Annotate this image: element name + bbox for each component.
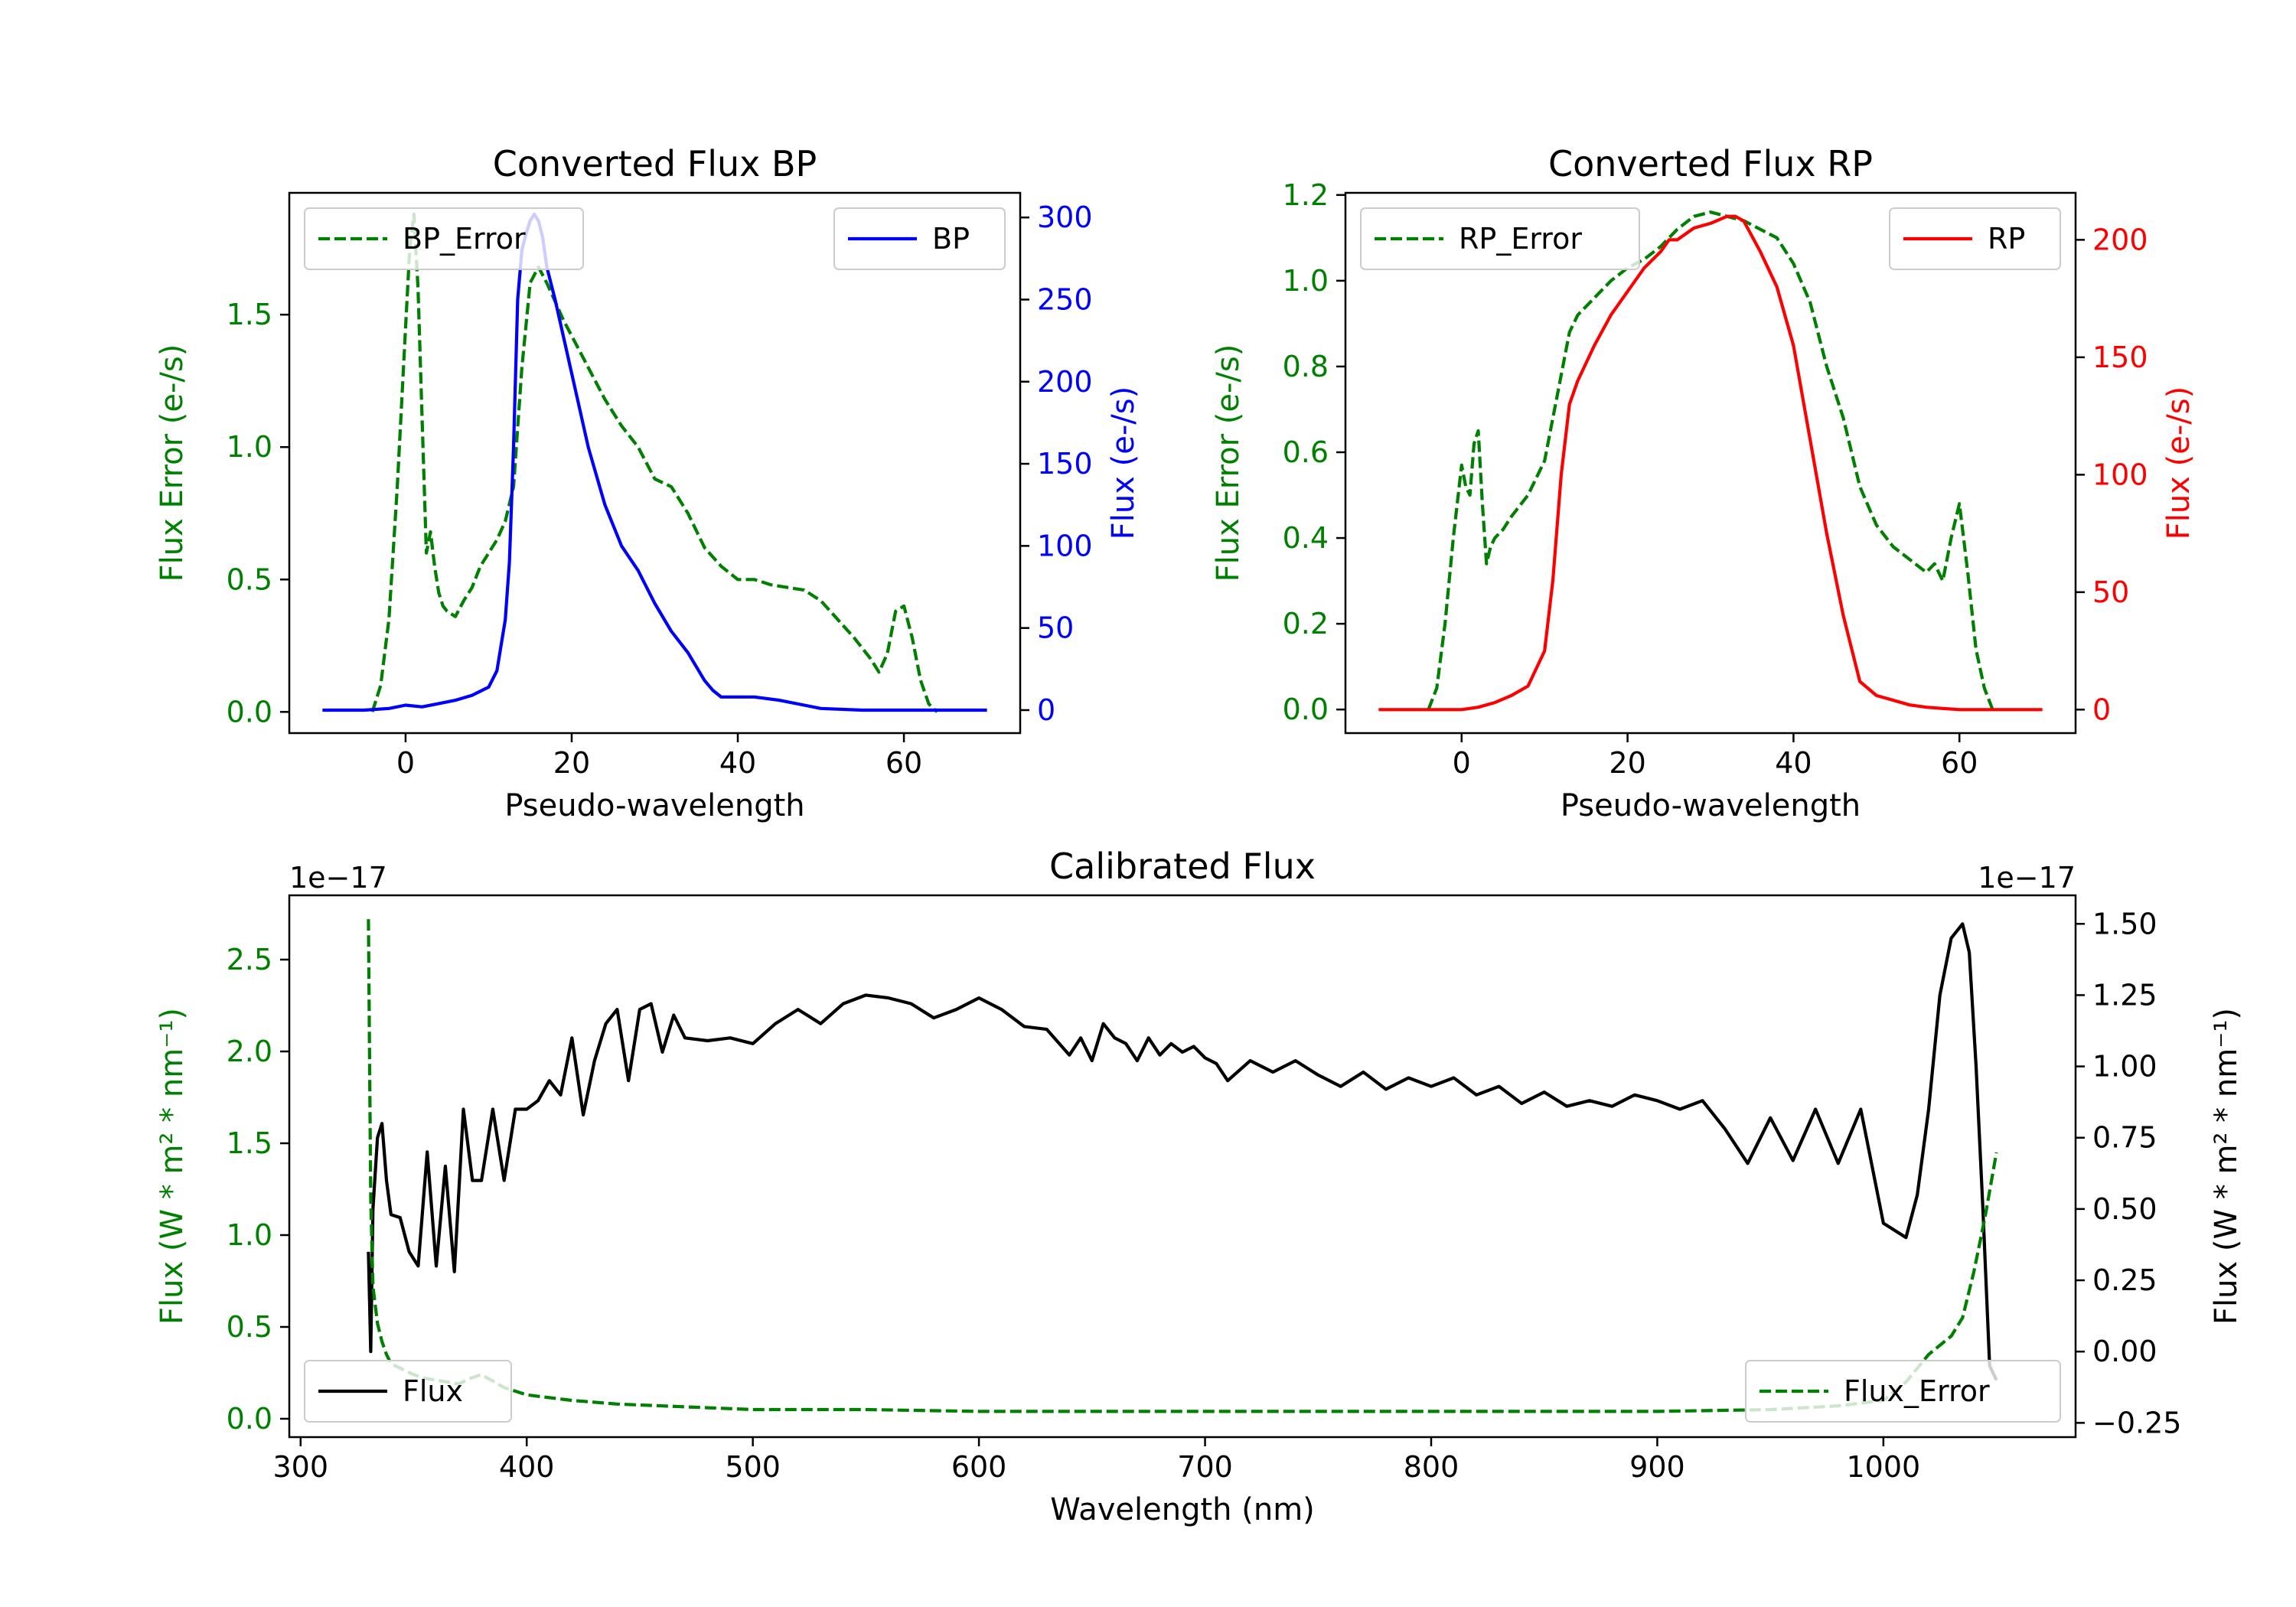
left-axis-label: Flux Error (e-/s) [155,344,190,582]
right-tick-label: 200 [2092,223,2148,256]
x-axis-label: Pseudo-wavelength [504,788,804,823]
x-tick-label: 400 [499,1450,555,1484]
right-axis-offset: 1e−17 [1978,861,2076,895]
right-tick-label: 100 [1037,529,1093,562]
chart-rp: Converted Flux RP 0 20 40 60 Pseudo-wavelengt… [1211,143,2197,823]
legend-label: RP [1988,222,2025,256]
x-tick-label: 700 [1177,1450,1233,1484]
left-axis-offset: 1e−17 [289,861,387,895]
right-axis-label: Flux (e-/s) [2161,386,2197,539]
right-tick-label: −0.25 [2092,1406,2181,1439]
left-tick-label: 0.8 [1283,350,1329,383]
x-tick-label: 0 [396,746,415,780]
left-tick-label: 1.0 [227,1218,272,1252]
left-tick-label: 0.0 [1283,693,1329,726]
left-tick-label: 0.5 [227,1310,272,1344]
x-tick-label: 800 [1404,1450,1459,1484]
right-axis-label: Flux (W * m² * nm⁻¹) [2209,1008,2244,1325]
right-tick-label: 100 [2092,458,2148,491]
x-tick-label: 60 [1941,746,1978,780]
legend-label: Flux_Error [1844,1374,1990,1408]
legend-label: BP_Error [403,222,526,256]
x-tick-label: 600 [951,1450,1007,1484]
legend-rp-error: RP_Error [1360,207,1640,270]
left-tick-label: 1.0 [1283,264,1329,298]
x-tick-label: 20 [553,746,590,780]
x-tick-label: 40 [719,746,756,780]
right-tick-label: 0 [1037,693,1055,727]
right-tick-label: 250 [1037,282,1093,316]
legend-bp: BP [833,207,1006,270]
axes-frame [288,894,2077,1439]
right-tick-label: 0.00 [2092,1335,2157,1368]
x-tick-label: 0 [1453,746,1471,780]
x-tick-label: 40 [1775,746,1812,780]
left-tick-label: 0.0 [227,1402,272,1436]
x-tick-label: 900 [1629,1450,1685,1484]
x-axis-label: Wavelength (nm) [1050,1492,1315,1527]
right-tick-label: 0.75 [2092,1121,2157,1155]
x-axis-label: Pseudo-wavelength [1561,788,1861,823]
left-tick-label: 0.2 [1283,607,1329,641]
right-tick-label: 200 [1037,365,1093,399]
left-tick-label: 0.4 [1283,521,1329,555]
series-flux [367,922,1998,1381]
right-tick-label: 50 [2092,575,2129,609]
right-tick-label: 150 [2092,341,2148,374]
left-axis-label: Flux Error (e-/s) [1211,344,1246,582]
legend-bp-error: BP_Error [304,207,584,270]
right-tick-label: 1.00 [2092,1050,2157,1084]
chart-cal: Calibrated Flux 300 400 500 600 700 800 900 1000… [155,846,2244,1527]
left-tick-label: 2.0 [227,1035,272,1068]
right-tick-label: 0.25 [2092,1263,2157,1297]
chart-title: Converted Flux RP [1548,143,1873,184]
left-tick-label: 0.5 [227,562,272,596]
legend-flux-error: Flux_Error [1745,1360,2061,1423]
legend-label: BP [932,222,970,256]
x-tick-label: 1000 [1847,1450,1921,1484]
series-bp [322,212,987,712]
chart-title: Calibrated Flux [1049,846,1316,887]
left-tick-label: 1.2 [1283,178,1329,212]
legend-label: RP_Error [1459,222,1582,256]
series-bp-error [370,212,938,713]
legend-rp: RP [1889,207,2061,270]
chart-title: Converted Flux BP [493,143,817,184]
series-flux-error [367,919,1998,1413]
left-tick-label: 0.6 [1283,435,1329,469]
left-tick-label: 1.5 [227,1126,272,1160]
left-tick-label: 2.5 [227,943,272,976]
left-tick-label: 1.5 [227,298,272,331]
x-tick-label: 20 [1609,746,1645,780]
right-tick-label: 300 [1037,200,1093,234]
series-rp-error [1427,210,1994,710]
x-tick-label: 60 [885,746,922,780]
series-rp [1378,214,2043,712]
legend-flux: Flux [304,1360,512,1423]
right-tick-label: 50 [1037,611,1074,645]
x-tick-label: 300 [273,1450,329,1484]
legend-label: Flux [403,1374,463,1408]
right-tick-label: 1.50 [2092,907,2157,940]
chart-bp: Converted Flux BP 0 20 40 60 Pseudo-wavelengt… [155,143,1141,823]
right-axis-label: Flux (e-/s) [1106,386,1141,539]
left-axis-label: Flux (W * m² * nm⁻¹) [155,1008,190,1325]
x-tick-label: 500 [725,1450,781,1484]
left-tick-label: 0.0 [227,695,272,729]
right-tick-label: 1.25 [2092,978,2157,1012]
right-tick-label: 0 [2092,693,2111,726]
right-tick-label: 150 [1037,447,1093,481]
right-tick-label: 0.50 [2092,1192,2157,1226]
left-tick-label: 1.0 [227,430,272,464]
axes-frame [1344,191,2077,735]
